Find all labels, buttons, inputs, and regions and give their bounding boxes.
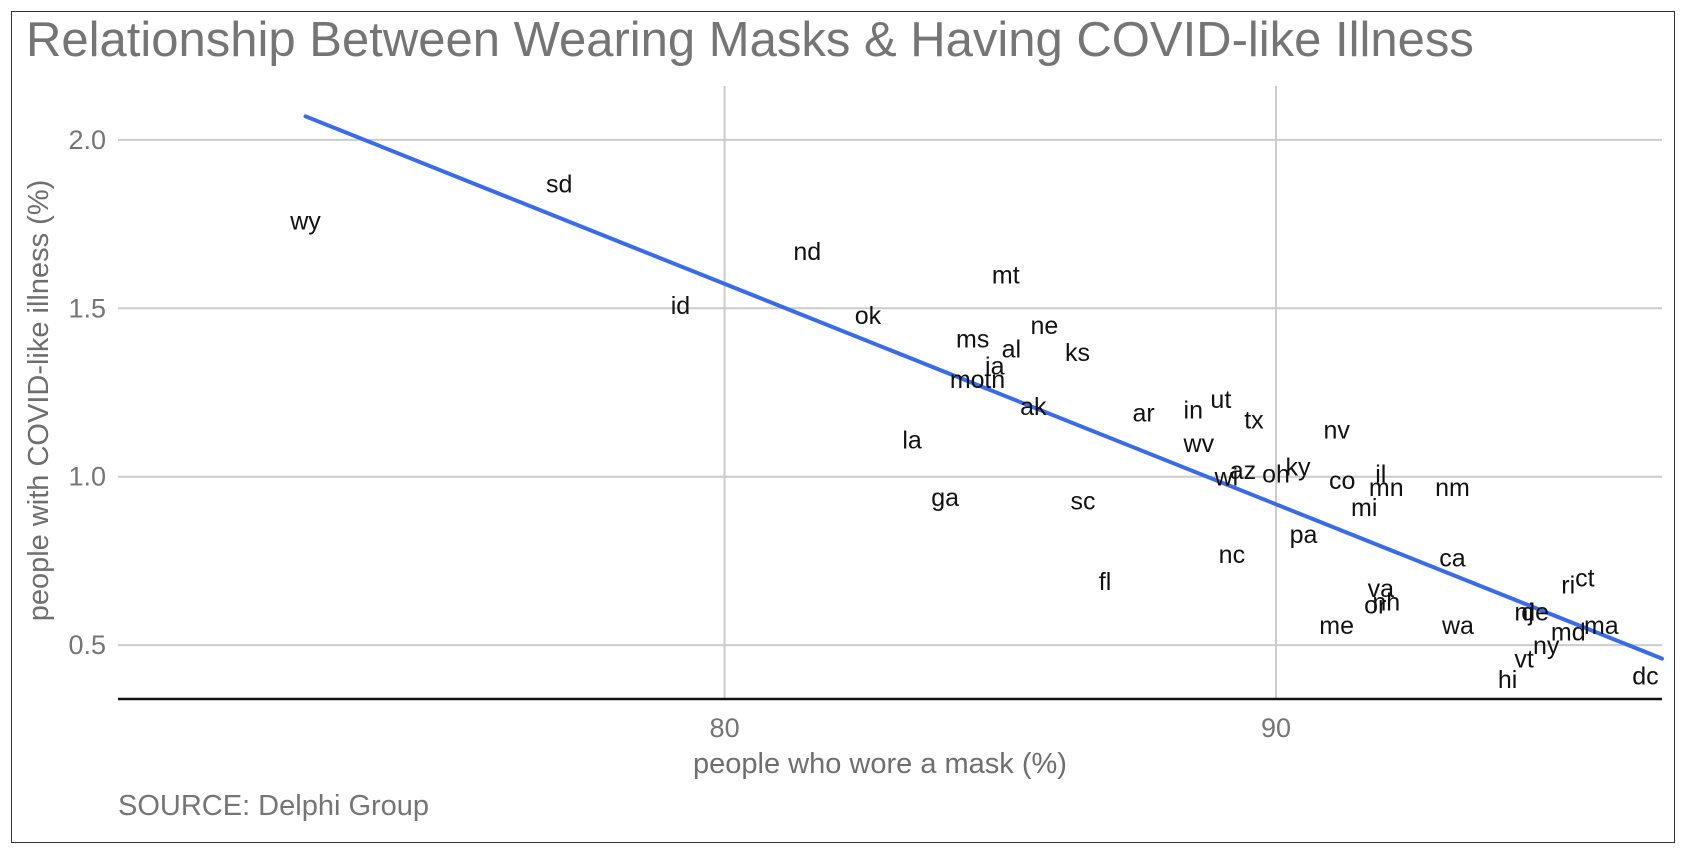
point-label-il: il	[1375, 460, 1386, 488]
point-label-ri: ri	[1561, 571, 1575, 599]
point-label-tx: tx	[1244, 406, 1264, 434]
y-tick-label: 1.5	[68, 293, 106, 323]
point-label-me: me	[1319, 612, 1354, 640]
y-tick-label: 0.5	[68, 630, 106, 660]
point-label-mn: mn	[1369, 474, 1404, 502]
tick-labels: 0.5 1.0 1.5 2.0 80 90	[68, 125, 1291, 743]
x-axis-title: people who wore a mask (%)	[693, 748, 1067, 780]
point-label-wa: wa	[1441, 612, 1474, 640]
point-label-nm: nm	[1435, 474, 1470, 502]
point-label-ar: ar	[1133, 400, 1155, 428]
point-label-hi: hi	[1498, 666, 1517, 694]
point-label-ms: ms	[956, 326, 989, 354]
point-label-al: al	[1002, 336, 1021, 364]
x-tick-label: 90	[1261, 713, 1291, 743]
point-label-ny: ny	[1533, 632, 1560, 660]
point-label-wv: wv	[1183, 430, 1215, 458]
point-label-oh: oh	[1262, 460, 1290, 488]
point-label-wi: wi	[1214, 464, 1239, 492]
point-label-vt: vt	[1514, 646, 1534, 674]
y-tick-label: 1.0	[68, 462, 106, 492]
point-label-in: in	[1184, 396, 1203, 424]
point-label-mi: mi	[1351, 494, 1377, 522]
point-label-ky: ky	[1286, 454, 1312, 482]
point-label-ia: ia	[985, 353, 1005, 381]
point-label-dc: dc	[1632, 662, 1658, 690]
point-label-de: de	[1521, 598, 1549, 626]
point-label-ok: ok	[855, 302, 882, 330]
point-label-az: az	[1230, 457, 1256, 485]
point-label-fl: fl	[1099, 568, 1112, 596]
point-label-wy: wy	[289, 208, 321, 236]
point-label-nc: nc	[1219, 541, 1245, 569]
point-label-pa: pa	[1290, 521, 1318, 549]
point-label-sd: sd	[546, 171, 572, 199]
point-label-mo: mo	[950, 366, 985, 394]
point-label-ak: ak	[1020, 393, 1047, 421]
chart-frame	[11, 11, 1675, 843]
point-label-ga: ga	[931, 484, 959, 512]
point-label-nd: nd	[793, 238, 821, 266]
point-label-ca: ca	[1439, 545, 1466, 573]
y-tick-label: 2.0	[68, 125, 106, 155]
point-label-nh: nh	[1372, 588, 1400, 616]
point-label-ut: ut	[1210, 386, 1231, 414]
point-label-ks: ks	[1065, 339, 1090, 367]
point-label-sc: sc	[1071, 487, 1096, 515]
point-label-or: or	[1364, 592, 1386, 620]
point-label-ma: ma	[1584, 612, 1619, 640]
gridlines	[118, 86, 1662, 699]
trend-line	[303, 114, 1664, 661]
point-label-va: va	[1368, 575, 1395, 603]
point-label-mt: mt	[992, 262, 1020, 290]
point-label-md: md	[1551, 619, 1586, 647]
chart-title: Relationship Between Wearing Masks & Hav…	[26, 13, 1474, 67]
point-label-ct: ct	[1575, 565, 1595, 593]
point-label-ne: ne	[1030, 312, 1058, 340]
y-axis-title: people with COVID-like illness (%)	[23, 180, 55, 622]
point-label-co: co	[1329, 467, 1355, 495]
point-label-nj: nj	[1514, 598, 1533, 626]
point-label-la: la	[902, 427, 922, 455]
point-label-tn: tn	[984, 366, 1005, 394]
point-label-id: id	[671, 292, 690, 320]
source-note: SOURCE: Delphi Group	[118, 790, 430, 822]
point-label-nv: nv	[1323, 417, 1350, 445]
x-tick-label: 80	[710, 713, 740, 743]
